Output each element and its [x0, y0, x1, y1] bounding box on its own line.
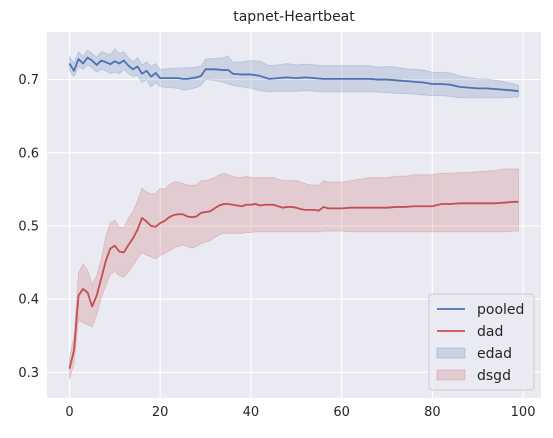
band-dsgd: [69, 168, 519, 380]
chart-title: tapnet-Heartbeat: [233, 9, 355, 25]
legend-label: pooled: [477, 302, 524, 318]
x-tick-label: 80: [424, 405, 441, 420]
band-edad: [69, 48, 519, 99]
x-tick-label: 0: [65, 405, 73, 420]
x-tick-label: 40: [243, 405, 260, 420]
legend-label: dad: [477, 324, 503, 340]
y-tick-labels: 0.3 0.4 0.5 0.6 0.7: [18, 73, 39, 381]
x-tick-label: 100: [511, 405, 536, 420]
confidence-bands: [69, 48, 519, 380]
y-tick-label: 0.5: [18, 219, 39, 234]
y-tick-label: 0.6: [18, 146, 39, 161]
line-dad: [68, 200, 519, 369]
y-tick-label: 0.7: [18, 73, 39, 88]
line-pooled: [68, 56, 519, 93]
legend-label: edad: [477, 346, 512, 362]
x-tick-labels: 0 20 40 60 80 100: [65, 405, 535, 420]
series-lines: [68, 56, 519, 369]
legend: pooled dad edad dsgd: [428, 293, 535, 391]
legend-swatch: [436, 347, 466, 359]
x-tick-label: 20: [152, 405, 169, 420]
y-tick-label: 0.4: [18, 293, 39, 308]
y-tick-label: 0.3: [18, 366, 39, 381]
legend-box: [428, 293, 535, 391]
legend-label: dsgd: [477, 368, 511, 384]
x-tick-label: 60: [333, 405, 350, 420]
legend-swatch: [436, 369, 466, 381]
